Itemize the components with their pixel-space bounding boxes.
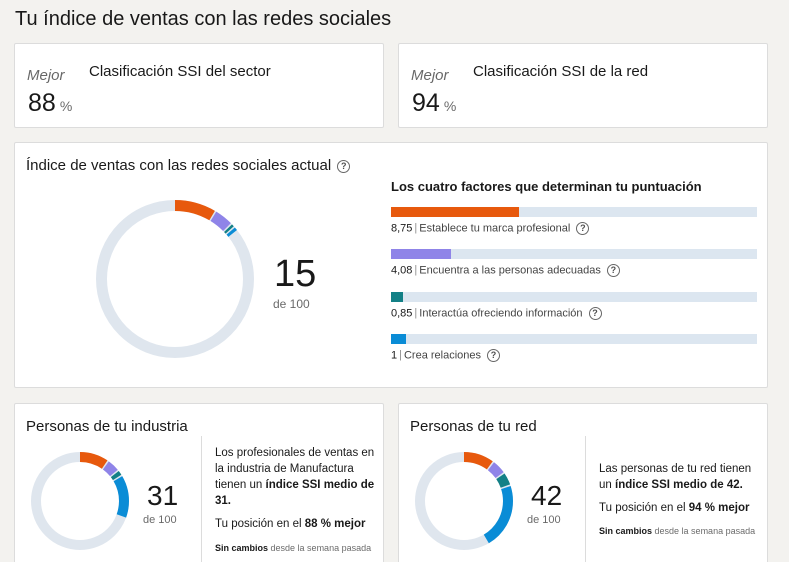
industry-description: Los profesionales de ventas en la indust… [215, 445, 380, 509]
help-circle-icon[interactable]: ? [588, 307, 602, 320]
factor-brand-fill [391, 207, 520, 217]
factor-insights-fill [391, 292, 404, 302]
factor-people-score: 4,08 [391, 264, 413, 277]
factor-insights-score: 0,85 [391, 307, 413, 320]
network-position-bold: 94 % mejor [688, 502, 750, 514]
network-score-of: de 100 [527, 514, 561, 526]
ring-segment-0 [96, 200, 254, 358]
page-title: Tu índice de ventas con las redes social… [15, 8, 392, 30]
factor-brand: 8,75 | Establece tu marca profesional? [391, 207, 757, 235]
network-rank-unit: % [443, 98, 457, 114]
sector-rank-value: 88 [28, 89, 56, 117]
network-title: Personas de tu red [410, 418, 537, 435]
factor-relationships-label: Crea relaciones [403, 349, 482, 362]
industry-change-bold: Sin cambios [215, 543, 269, 553]
industry-card: Personas de tu industria 31 de 100 Los p… [14, 403, 384, 562]
factor-relationships-score: 1 [391, 349, 398, 362]
sector-rank-title: Clasificación SSI del sector [89, 63, 271, 80]
sector-rank-prefix: Mejor [27, 67, 65, 84]
ring-segment-0 [415, 452, 513, 550]
network-rank-value-wrap: 94% [412, 89, 456, 118]
factor-brand-label-row: 8,75 | Establece tu marca profesional? [391, 222, 757, 235]
network-rank-title: Clasificación SSI de la red [473, 63, 649, 80]
network-score: 42 [531, 480, 563, 511]
factor-people-label: Encuentra a las personas adecuadas [419, 264, 601, 277]
network-rank-prefix: Mejor [411, 67, 449, 84]
current-ssi-title-wrap: Índice de ventas con las redes sociales … [26, 157, 351, 174]
current-ssi-card: Índice de ventas con las redes sociales … [14, 142, 768, 388]
ssi-score-of: de 100 [273, 297, 310, 311]
factor-relationships-label-row: 1 | Crea relaciones? [391, 349, 757, 362]
factor-brand-score: 8,75 [391, 222, 413, 235]
network-desc-text: Las personas de tu red tienen un [599, 463, 752, 491]
network-change: Sin cambios desde la semana pasada [599, 526, 755, 536]
help-circle-icon[interactable]: ? [337, 159, 351, 173]
industry-position: Tu posición en el 88 % mejor [215, 518, 365, 530]
industry-position-text: Tu posición en el [215, 518, 302, 530]
factor-relationships-track [391, 334, 757, 344]
network-description: Las personas de tu red tienen un índice … [599, 461, 764, 493]
industry-divider [201, 436, 202, 562]
factors-title: Los cuatro factores que determinan tu pu… [391, 179, 702, 194]
ring-segment-3 [31, 452, 129, 550]
sector-rank-card: Mejor Clasificación SSI del sector 88% [14, 43, 384, 128]
ring-segment-3 [415, 452, 513, 550]
industry-position-bold: 88 % mejor [304, 518, 366, 530]
factor-relationships-fill [391, 334, 406, 344]
industry-score-ring [31, 452, 129, 550]
industry-change-text: desde la semana pasada [270, 543, 372, 553]
factor-people-fill [391, 249, 451, 259]
ssi-score: 15 [274, 253, 317, 295]
sector-rank-unit: % [59, 98, 73, 114]
industry-desc-text: Los profesionales de ventas en la indust… [215, 447, 375, 491]
industry-score-of: de 100 [143, 514, 177, 526]
network-position: Tu posición en el 94 % mejor [599, 502, 749, 514]
industry-desc-bold: índice SSI medio de 31. [215, 479, 375, 507]
network-card: Personas de tu red 42 de 100 Las persona… [398, 403, 768, 562]
factor-insights-label-row: 0,85 | Interactúa ofreciendo información? [391, 307, 757, 320]
current-ssi-title: Índice de ventas con las redes sociales … [26, 157, 332, 174]
factor-people-track [391, 249, 757, 259]
network-change-bold: Sin cambios [599, 526, 653, 536]
network-position-text: Tu posición en el [599, 502, 686, 514]
factor-insights-label: Interactúa ofreciendo información [419, 307, 583, 320]
industry-score: 31 [147, 480, 179, 511]
factor-people: 4,08 | Encuentra a las personas adecuadas? [391, 249, 757, 277]
network-score-ring [415, 452, 513, 550]
industry-change: Sin cambios desde la semana pasada [215, 543, 371, 553]
network-change-text: desde la semana pasada [654, 526, 756, 536]
network-desc-bold: índice SSI medio de 42. [615, 479, 743, 491]
network-divider [585, 436, 586, 562]
factor-people-label-row: 4,08 | Encuentra a las personas adecuadas? [391, 264, 757, 277]
network-rank-card: Mejor Clasificación SSI de la red 94% [398, 43, 768, 128]
help-circle-icon[interactable]: ? [606, 264, 620, 277]
factor-insights-track [391, 292, 757, 302]
factor-relationships: 1 | Crea relaciones? [391, 334, 757, 362]
sector-rank-value-wrap: 88% [28, 89, 72, 118]
help-circle-icon[interactable]: ? [576, 222, 590, 235]
ssi-score-ring [96, 200, 254, 358]
factor-brand-track [391, 207, 757, 217]
factor-insights: 0,85 | Interactúa ofreciendo información? [391, 292, 757, 320]
help-circle-icon[interactable]: ? [487, 349, 501, 362]
ring-segment-0 [31, 452, 129, 550]
network-rank-value: 94 [412, 89, 440, 117]
industry-title: Personas de tu industria [26, 418, 188, 435]
factor-brand-label: Establece tu marca profesional [419, 222, 571, 235]
